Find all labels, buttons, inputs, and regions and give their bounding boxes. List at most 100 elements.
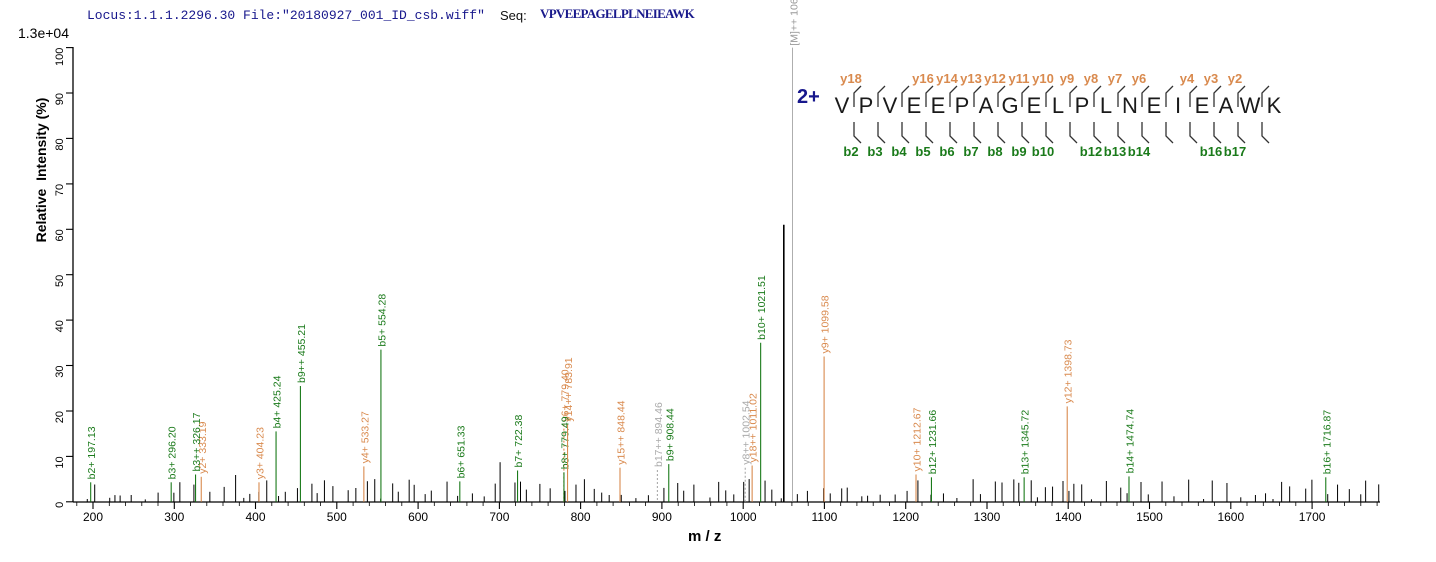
svg-text:900: 900 [652, 510, 672, 524]
svg-text:50: 50 [54, 275, 66, 287]
svg-text:b9: b9 [1011, 144, 1026, 159]
svg-text:y4+ 533.27: y4+ 533.27 [359, 411, 371, 463]
svg-text:b6+ 651.33: b6+ 651.33 [455, 425, 467, 478]
svg-text:b2+ 197.13: b2+ 197.13 [86, 426, 98, 479]
svg-text:y12: y12 [984, 71, 1006, 86]
svg-text:b4: b4 [891, 144, 907, 159]
svg-text:y3+ 404.23: y3+ 404.23 [255, 427, 267, 479]
svg-text:[M]++ 1060.55: [M]++ 1060.55 [788, 0, 800, 46]
svg-text:b13: b13 [1104, 144, 1126, 159]
svg-text:y16: y16 [912, 71, 934, 86]
svg-text:E: E [907, 93, 922, 118]
svg-text:b4+ 425.24: b4+ 425.24 [272, 375, 284, 428]
svg-text:A: A [1219, 93, 1234, 118]
svg-text:b8+ 779.49: b8+ 779.49 [560, 416, 572, 469]
svg-text:y15++ 848.44: y15++ 848.44 [616, 400, 628, 464]
svg-text:b17++ 894.46: b17++ 894.46 [653, 402, 665, 467]
svg-text:400: 400 [245, 510, 265, 524]
svg-text:y14: y14 [936, 71, 958, 86]
svg-text:K: K [1267, 93, 1282, 118]
svg-text:b16: b16 [1200, 144, 1222, 159]
svg-text:30: 30 [54, 366, 66, 378]
svg-text:1500: 1500 [1136, 510, 1163, 524]
svg-text:y8: y8 [1084, 71, 1098, 86]
svg-text:1400: 1400 [1055, 510, 1082, 524]
svg-text:b14+ 1474.74: b14+ 1474.74 [1125, 409, 1137, 474]
svg-text:b10+ 1021.51: b10+ 1021.51 [756, 275, 768, 340]
svg-text:b3: b3 [867, 144, 882, 159]
svg-text:b8: b8 [987, 144, 1002, 159]
svg-text:E: E [931, 93, 946, 118]
svg-text:80: 80 [54, 138, 66, 150]
svg-text:y18: y18 [840, 71, 862, 86]
svg-text:b16+ 1716.87: b16+ 1716.87 [1321, 410, 1333, 475]
svg-text:b9+ 908.44: b9+ 908.44 [664, 408, 676, 461]
svg-text:b9++ 455.21: b9++ 455.21 [296, 324, 308, 383]
svg-text:b2: b2 [843, 144, 858, 159]
svg-text:b5+ 554.28: b5+ 554.28 [376, 294, 388, 347]
svg-text:y18++ 1011.02: y18++ 1011.02 [748, 393, 760, 462]
svg-text:10: 10 [54, 456, 66, 468]
svg-text:N: N [1122, 93, 1138, 118]
svg-text:b3++ 326.17: b3++ 326.17 [191, 412, 203, 471]
svg-text:E: E [1195, 93, 1210, 118]
svg-text:b12: b12 [1080, 144, 1102, 159]
svg-text:600: 600 [408, 510, 428, 524]
svg-text:100: 100 [54, 48, 66, 66]
svg-text:y10: y10 [1032, 71, 1054, 86]
svg-text:y9+ 1099.58: y9+ 1099.58 [820, 295, 832, 353]
svg-text:y3: y3 [1204, 71, 1218, 86]
svg-text:y7: y7 [1108, 71, 1122, 86]
svg-text:1000: 1000 [730, 510, 757, 524]
svg-text:b3+ 296.20: b3+ 296.20 [167, 426, 179, 479]
svg-text:P: P [859, 93, 874, 118]
svg-text:0: 0 [54, 502, 66, 508]
svg-text:700: 700 [489, 510, 509, 524]
svg-text:b17: b17 [1224, 144, 1246, 159]
svg-text:b12+ 1231.66: b12+ 1231.66 [927, 410, 939, 475]
svg-text:1100: 1100 [811, 510, 837, 524]
svg-text:y13: y13 [960, 71, 982, 86]
svg-text:P: P [1075, 93, 1090, 118]
svg-text:2+: 2+ [797, 86, 820, 108]
svg-text:W: W [1240, 93, 1261, 118]
svg-text:V: V [835, 93, 850, 118]
svg-text:y14++ 783.91: y14++ 783.91 [563, 357, 575, 421]
svg-text:y12+ 1398.73: y12+ 1398.73 [1063, 339, 1075, 403]
svg-text:V: V [883, 93, 898, 118]
svg-text:L: L [1052, 93, 1064, 118]
svg-text:E: E [1147, 93, 1162, 118]
svg-text:b14: b14 [1128, 144, 1151, 159]
svg-text:40: 40 [54, 320, 66, 332]
svg-text:b7+ 722.38: b7+ 722.38 [513, 414, 525, 467]
svg-text:90: 90 [54, 93, 66, 105]
svg-text:b10: b10 [1032, 144, 1054, 159]
svg-text:b13+ 1345.72: b13+ 1345.72 [1020, 410, 1032, 475]
svg-text:y2: y2 [1228, 71, 1242, 86]
svg-text:60: 60 [54, 229, 66, 241]
svg-text:P: P [955, 93, 970, 118]
svg-text:A: A [979, 93, 994, 118]
svg-text:y11: y11 [1009, 71, 1030, 86]
svg-text:b6: b6 [939, 144, 954, 159]
svg-text:y9: y9 [1060, 71, 1074, 86]
svg-text:70: 70 [54, 184, 66, 196]
svg-text:L: L [1100, 93, 1112, 118]
svg-text:300: 300 [164, 510, 184, 524]
svg-text:y6: y6 [1132, 71, 1146, 86]
svg-text:1200: 1200 [892, 510, 919, 524]
svg-text:1300: 1300 [974, 510, 1001, 524]
svg-text:b5: b5 [915, 144, 930, 159]
svg-text:I: I [1175, 93, 1181, 118]
svg-text:800: 800 [571, 510, 591, 524]
svg-text:500: 500 [327, 510, 347, 524]
svg-text:y4: y4 [1180, 71, 1195, 86]
svg-text:E: E [1027, 93, 1042, 118]
svg-text:b7: b7 [963, 144, 978, 159]
svg-text:1600: 1600 [1217, 510, 1244, 524]
svg-text:1700: 1700 [1299, 510, 1326, 524]
svg-text:200: 200 [83, 510, 103, 524]
svg-text:20: 20 [54, 411, 66, 423]
svg-text:G: G [1001, 93, 1018, 118]
svg-text:y10+ 1212.67: y10+ 1212.67 [912, 407, 924, 471]
